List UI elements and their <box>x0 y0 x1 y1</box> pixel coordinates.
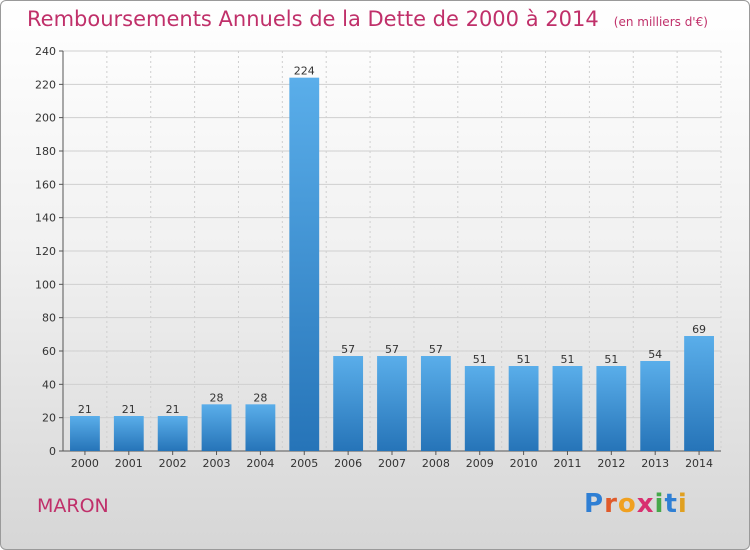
x-tick-label: 2009 <box>466 457 494 470</box>
x-tick-label: 2002 <box>159 457 187 470</box>
x-tick-label: 2011 <box>553 457 581 470</box>
bar-value-label: 21 <box>78 403 92 416</box>
x-tick-label: 2000 <box>71 457 99 470</box>
x-tick-label: 2013 <box>641 457 669 470</box>
bar-value-label: 69 <box>692 323 706 336</box>
logo-letter: o <box>617 489 637 519</box>
x-tick-label: 2007 <box>378 457 406 470</box>
bar-value-label: 57 <box>385 343 399 356</box>
bar-value-label: 57 <box>341 343 355 356</box>
bar <box>640 361 671 451</box>
x-tick-label: 2010 <box>510 457 538 470</box>
bar <box>201 404 232 451</box>
x-tick-label: 2014 <box>685 457 713 470</box>
y-tick-label: 180 <box>35 145 56 158</box>
bar <box>113 416 144 451</box>
logo-letter: t <box>664 489 678 519</box>
x-tick-label: 2012 <box>597 457 625 470</box>
chart-unit: (en milliers d'€) <box>613 15 708 29</box>
bar <box>508 366 539 451</box>
bar-value-label: 51 <box>517 353 531 366</box>
bars <box>70 77 714 452</box>
bar <box>464 366 495 451</box>
bar <box>684 336 714 451</box>
bar <box>420 356 451 451</box>
bar <box>70 416 100 451</box>
bar-value-label: 57 <box>429 343 443 356</box>
bar-value-label: 28 <box>210 391 224 404</box>
bar-value-label: 28 <box>253 391 267 404</box>
logo-letter: r <box>604 489 618 519</box>
y-tick-label: 60 <box>42 345 56 358</box>
bar <box>245 404 276 451</box>
logo-letter: P <box>584 489 605 519</box>
labels: 0 20 40 60 80 100 120 140 160 180 200 220 240 21 2000 2… <box>35 45 713 470</box>
bar <box>377 356 407 451</box>
y-tick-label: 120 <box>35 245 56 258</box>
bar-value-label: 51 <box>560 353 574 366</box>
y-tick-label: 0 <box>49 445 56 458</box>
y-tick-label: 240 <box>35 45 56 58</box>
y-tick-label: 160 <box>35 178 56 191</box>
y-tick-label: 140 <box>35 212 56 225</box>
chart-title: Remboursements Annuels de la Dette de 20… <box>27 7 599 31</box>
y-tick-label: 220 <box>35 78 56 91</box>
title-row: Remboursements Annuels de la Dette de 20… <box>27 7 708 31</box>
logo-letter: x <box>636 489 655 519</box>
x-tick-label: 2005 <box>290 457 318 470</box>
y-tick-label: 200 <box>35 112 56 125</box>
x-tick-label: 2003 <box>203 457 231 470</box>
y-tick-label: 40 <box>42 378 56 391</box>
bar-value-label: 21 <box>166 403 180 416</box>
x-tick-label: 2001 <box>115 457 143 470</box>
bar <box>289 77 320 452</box>
bar-value-label: 51 <box>473 353 487 366</box>
bar-value-label: 54 <box>648 348 662 361</box>
y-tick-label: 100 <box>35 278 56 291</box>
x-tick-label: 2008 <box>422 457 450 470</box>
commune-name: MARON <box>37 495 109 517</box>
bar <box>157 416 188 451</box>
logo-letter: i <box>654 489 665 519</box>
bar-value-label: 51 <box>604 353 618 366</box>
x-tick-label: 2004 <box>246 457 274 470</box>
bar <box>596 366 627 451</box>
bar <box>333 356 364 451</box>
y-tick-label: 20 <box>42 412 56 425</box>
logo-letter: i <box>677 489 688 519</box>
bar <box>552 366 583 451</box>
proxiti-logo: Proxiti <box>584 489 688 519</box>
bar-value-label: 224 <box>294 65 315 78</box>
y-tick-label: 80 <box>42 312 56 325</box>
bar-value-label: 21 <box>122 403 136 416</box>
x-tick-label: 2006 <box>334 457 362 470</box>
